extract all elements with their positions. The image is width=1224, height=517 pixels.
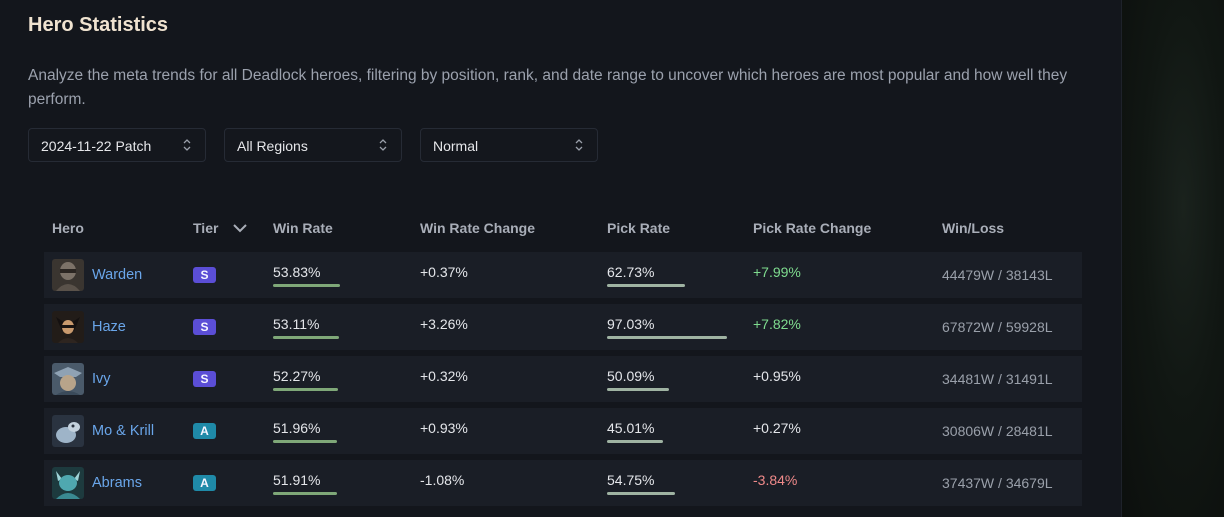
header-win-rate-change[interactable]: Win Rate Change [420, 220, 535, 236]
header-win-rate[interactable]: Win Rate [273, 220, 333, 236]
patch-select-value: 2024-11-22 Patch [41, 138, 152, 154]
tier-badge: S [193, 319, 216, 335]
pick-rate-value: 54.75% [607, 472, 655, 488]
updown-chevron-icon [183, 139, 191, 151]
win-rate-change-value: +0.37% [420, 264, 468, 280]
win-rate-bar [273, 284, 340, 287]
hero-statistics-panel: Hero Statistics Analyze the meta trends … [0, 0, 1122, 517]
win-loss-value: 44479W / 38143L [942, 267, 1053, 283]
win-rate-value: 52.27% [273, 368, 321, 384]
win-rate-bar [273, 336, 339, 339]
win-rate-change-value: +0.93% [420, 420, 468, 436]
mode-select-value: Normal [433, 138, 479, 154]
pick-rate-bar [607, 336, 727, 339]
win-loss-value: 30806W / 28481L [942, 423, 1053, 439]
table-row[interactable]: Ivy S 52.27% +0.32% 50.09% +0.95% 34481W… [44, 356, 1082, 402]
hero-name-link[interactable]: Haze [92, 319, 126, 335]
win-loss-value: 34481W / 31491L [942, 371, 1053, 387]
patch-select[interactable]: 2024-11-22 Patch [28, 128, 206, 162]
updown-chevron-icon [575, 139, 583, 151]
abrams-avatar-icon [52, 467, 84, 499]
pick-rate-change-value: +0.27% [753, 420, 801, 436]
table-row[interactable]: Abrams A 51.91% -1.08% 54.75% -3.84% 374… [44, 460, 1082, 506]
region-select-value: All Regions [237, 138, 308, 154]
mo-krill-avatar-icon [52, 415, 84, 447]
pick-rate-change-value: +7.82% [753, 316, 801, 332]
pick-rate-change-value: +0.95% [753, 368, 801, 384]
background-art [1122, 0, 1224, 517]
mode-select[interactable]: Normal [420, 128, 598, 162]
pick-rate-value: 50.09% [607, 368, 655, 384]
chevron-down-icon[interactable] [232, 221, 248, 235]
header-win-loss[interactable]: Win/Loss [942, 220, 1005, 236]
pick-rate-change-value: -3.84% [753, 472, 798, 488]
win-rate-bar [273, 492, 337, 495]
win-rate-value: 51.96% [273, 420, 321, 436]
ivy-avatar-icon [52, 363, 84, 395]
win-rate-change-value: +3.26% [420, 316, 468, 332]
pick-rate-bar [607, 440, 663, 443]
win-loss-value: 67872W / 59928L [942, 319, 1053, 335]
win-rate-change-value: +0.32% [420, 368, 468, 384]
header-pick-rate-change[interactable]: Pick Rate Change [753, 220, 872, 236]
pick-rate-value: 45.01% [607, 420, 655, 436]
hero-name-link[interactable]: Warden [92, 267, 143, 283]
header-tier[interactable]: Tier [193, 220, 219, 236]
pick-rate-value: 62.73% [607, 264, 655, 280]
header-pick-rate[interactable]: Pick Rate [607, 220, 671, 236]
header-hero[interactable]: Hero [52, 220, 84, 236]
win-rate-bar [273, 440, 337, 443]
win-rate-value: 53.83% [273, 264, 321, 280]
pick-rate-value: 97.03% [607, 316, 655, 332]
win-rate-value: 53.11% [273, 316, 320, 332]
win-rate-value: 51.91% [273, 472, 321, 488]
tier-badge: S [193, 267, 216, 283]
tier-badge: A [193, 475, 216, 491]
hero-name-link[interactable]: Mo & Krill [92, 423, 155, 439]
page-description: Analyze the meta trends for all Deadlock… [28, 67, 1068, 108]
win-rate-bar [273, 388, 338, 391]
pick-rate-bar [607, 388, 669, 391]
win-rate-change-value: -1.08% [420, 472, 465, 488]
warden-avatar-icon [52, 259, 84, 291]
pick-rate-bar [607, 492, 675, 495]
win-loss-value: 37437W / 34679L [942, 475, 1053, 491]
haze-avatar-icon [52, 311, 84, 343]
hero-name-link[interactable]: Abrams [92, 475, 142, 491]
tier-badge: A [193, 423, 216, 439]
pick-rate-bar [607, 284, 685, 287]
region-select[interactable]: All Regions [224, 128, 402, 162]
updown-chevron-icon [379, 139, 387, 151]
table-row[interactable]: Warden S 53.83% +0.37% 62.73% +7.99% 444… [44, 252, 1082, 298]
hero-name-link[interactable]: Ivy [92, 371, 111, 387]
table-row[interactable]: Mo & Krill A 51.96% +0.93% 45.01% +0.27%… [44, 408, 1082, 454]
tier-badge: S [193, 371, 216, 387]
table-row[interactable]: Haze S 53.11% +3.26% 97.03% +7.82% 67872… [44, 304, 1082, 350]
pick-rate-change-value: +7.99% [753, 264, 801, 280]
page-title: Hero Statistics [28, 14, 169, 36]
